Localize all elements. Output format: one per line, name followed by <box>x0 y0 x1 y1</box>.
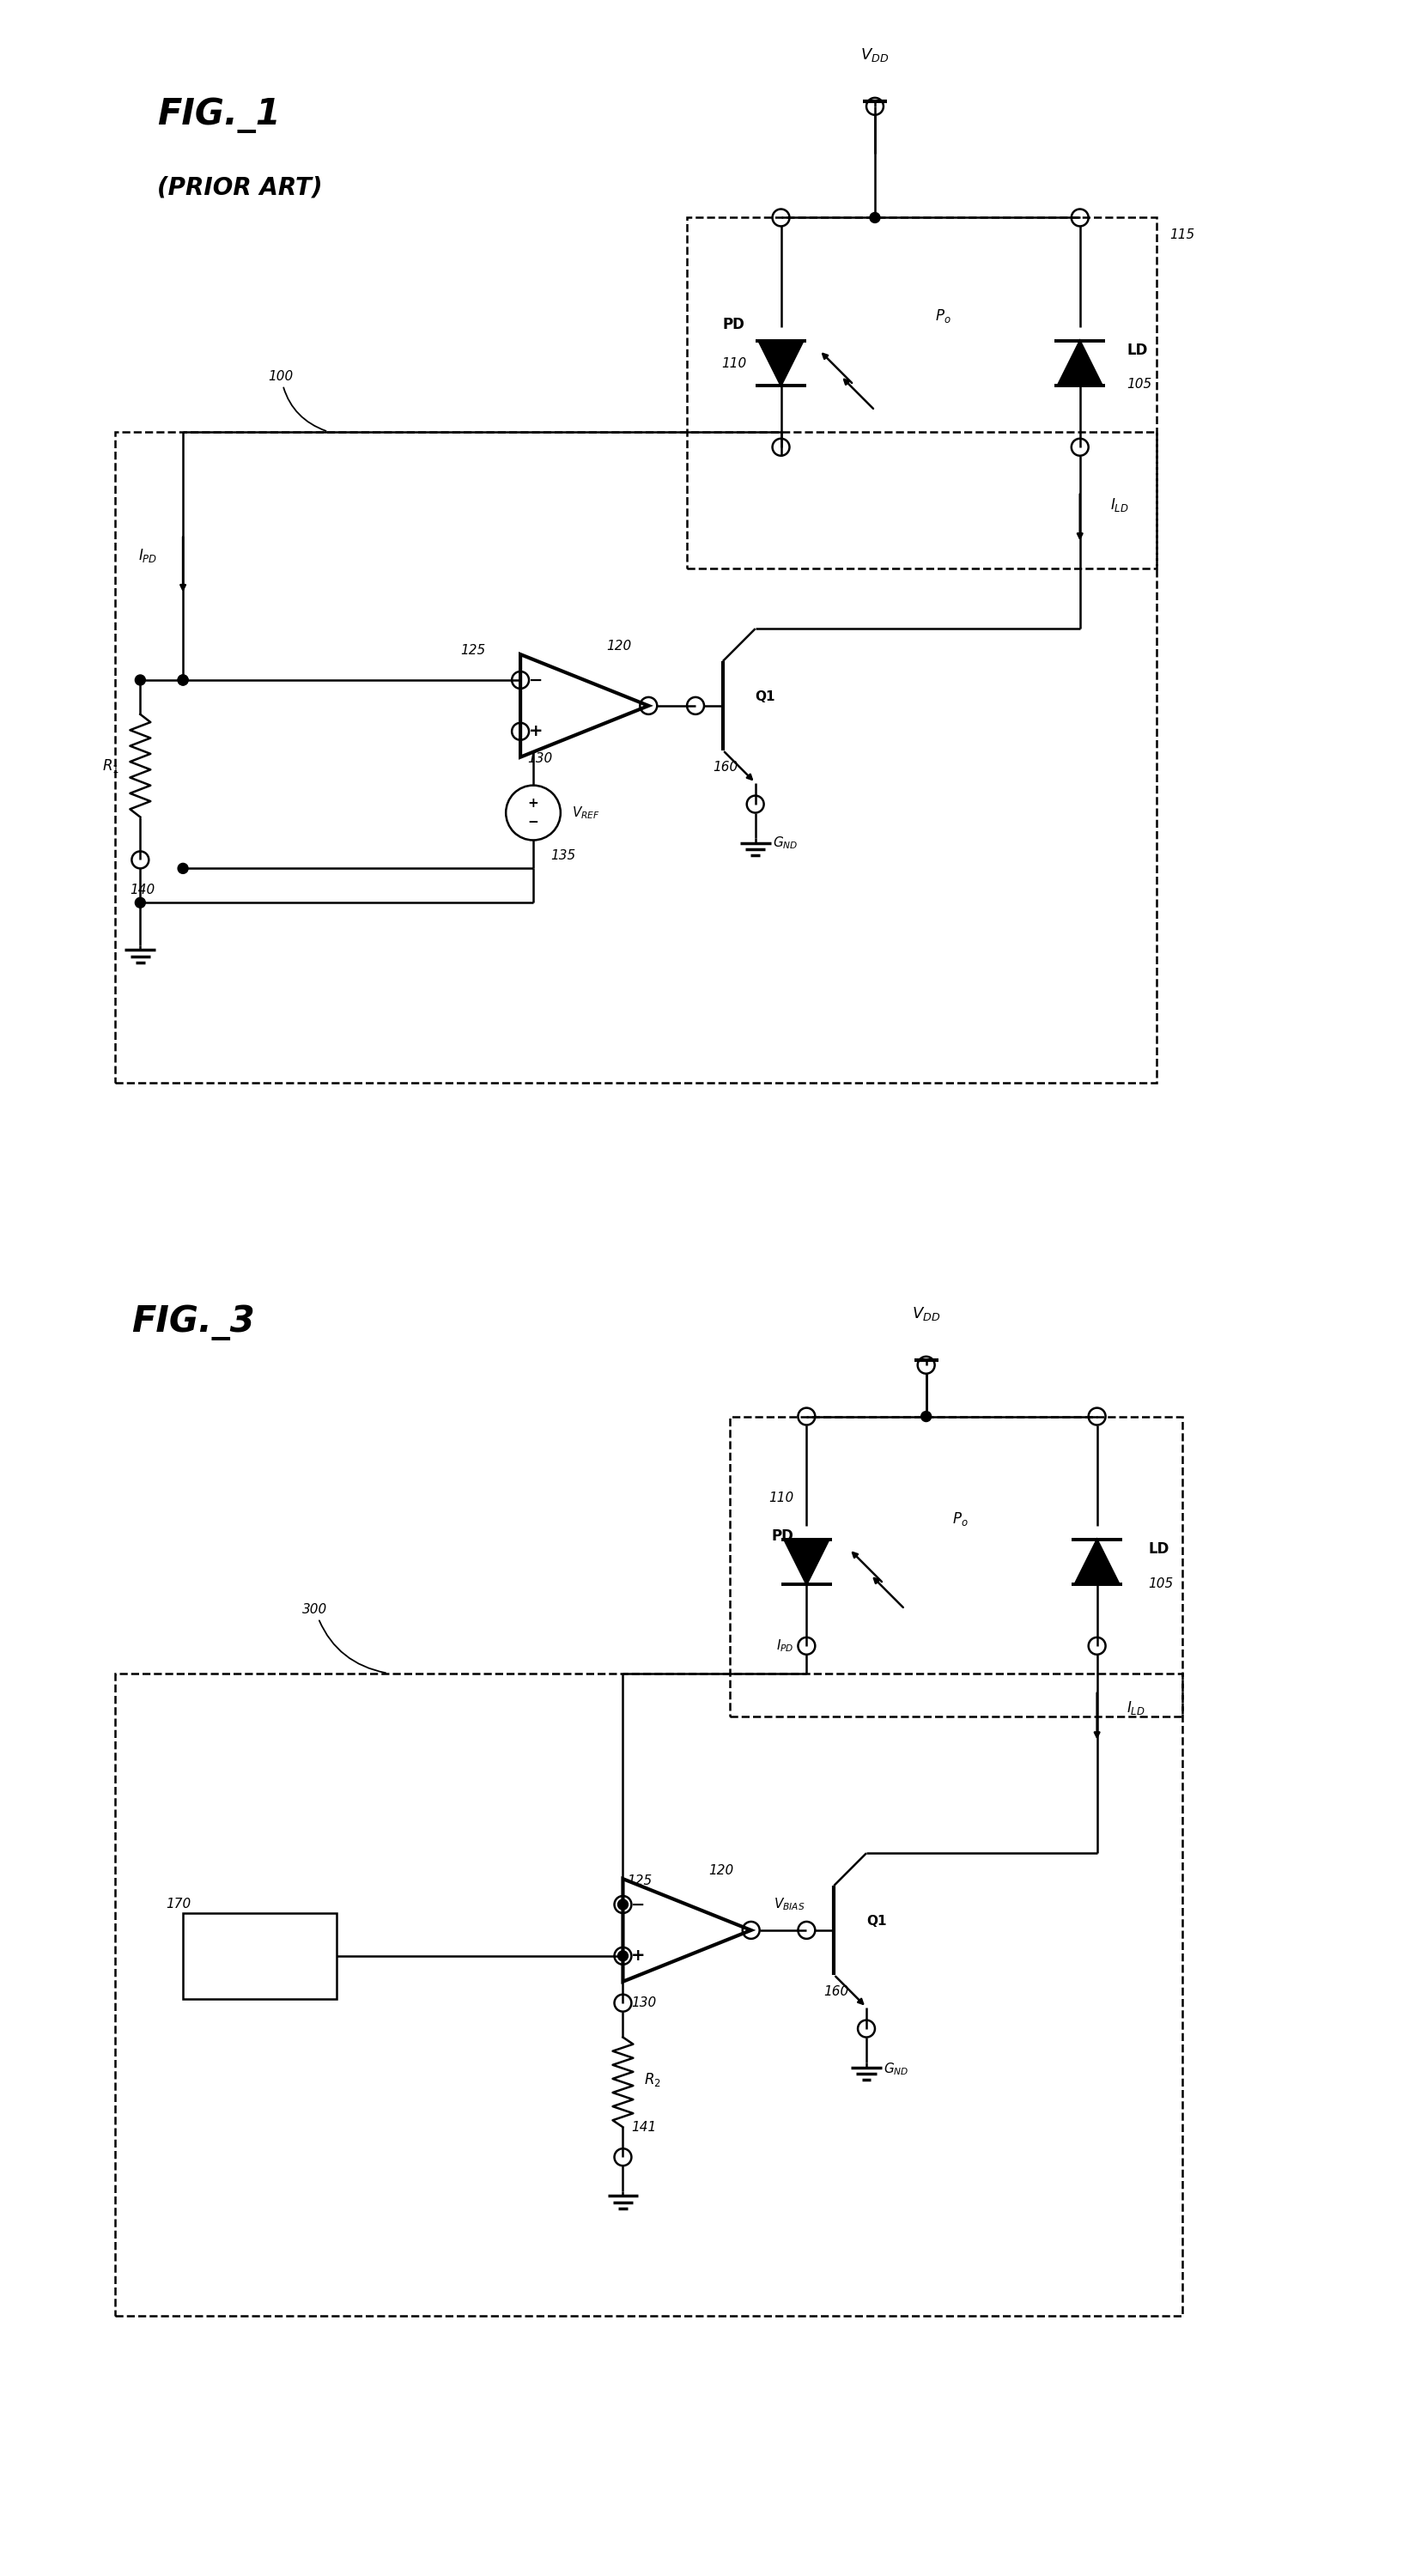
Text: DAC: DAC <box>241 1947 278 1963</box>
Text: 110: 110 <box>769 1492 794 1504</box>
Text: $V_{BIAS}$: $V_{BIAS}$ <box>774 1896 805 1911</box>
Circle shape <box>870 211 880 222</box>
Text: FIG._1: FIG._1 <box>157 98 281 134</box>
Text: 300: 300 <box>303 1602 386 1672</box>
Text: −: − <box>631 1896 645 1911</box>
Text: 110: 110 <box>721 358 746 371</box>
Circle shape <box>178 675 188 685</box>
Text: $V_{REF}$: $V_{REF}$ <box>571 804 600 822</box>
Text: $V_{FB}$: $V_{FB}$ <box>627 1904 648 1922</box>
Text: PD: PD <box>772 1528 794 1543</box>
Text: 105: 105 <box>1148 1577 1173 1589</box>
Circle shape <box>178 863 188 873</box>
Text: −: − <box>529 672 543 688</box>
Polygon shape <box>759 340 803 386</box>
Circle shape <box>617 1899 629 1909</box>
Text: 105: 105 <box>1127 379 1152 392</box>
Text: 125: 125 <box>627 1875 652 1888</box>
Text: $P_o$: $P_o$ <box>953 1510 968 1528</box>
Text: 135: 135 <box>550 850 575 863</box>
Text: +: + <box>529 724 543 739</box>
Text: 141: 141 <box>631 2120 657 2133</box>
Text: 125: 125 <box>460 644 485 657</box>
Circle shape <box>135 896 146 907</box>
Text: PD: PD <box>723 317 745 332</box>
Text: Q1: Q1 <box>867 1914 887 1927</box>
Text: $I_{PD}$: $I_{PD}$ <box>137 546 157 564</box>
Text: Q1: Q1 <box>755 690 776 703</box>
Text: $G_{ND}$: $G_{ND}$ <box>773 835 798 850</box>
Text: $I_{LD}$: $I_{LD}$ <box>1110 497 1128 513</box>
Text: $V_{DD}$: $V_{DD}$ <box>912 1306 940 1321</box>
Text: LD: LD <box>1127 343 1148 358</box>
Polygon shape <box>1075 1540 1120 1584</box>
Text: 130: 130 <box>631 1996 657 2009</box>
Polygon shape <box>1058 340 1103 386</box>
Circle shape <box>178 675 188 685</box>
Text: $R_2$: $R_2$ <box>644 2071 661 2089</box>
Text: +: + <box>528 796 539 809</box>
Text: $V_{FB}$: $V_{FB}$ <box>525 701 546 716</box>
Text: 170: 170 <box>166 1899 191 1911</box>
Text: $V_{DD}$: $V_{DD}$ <box>860 46 890 64</box>
Text: 140: 140 <box>130 884 156 896</box>
Polygon shape <box>784 1540 829 1584</box>
Text: $P_o$: $P_o$ <box>936 307 951 325</box>
Text: $I_{LD}$: $I_{LD}$ <box>1127 1700 1146 1716</box>
Bar <box>687 216 1157 569</box>
Text: 130: 130 <box>528 752 553 765</box>
Text: 120: 120 <box>709 1865 734 1878</box>
Text: $V_{DAC}$: $V_{DAC}$ <box>627 1955 658 1973</box>
Text: (PRIOR ART): (PRIOR ART) <box>157 175 323 201</box>
Polygon shape <box>521 654 648 757</box>
Text: 100: 100 <box>268 371 325 430</box>
Text: 120: 120 <box>606 639 631 652</box>
Text: +: + <box>631 1947 645 1963</box>
Circle shape <box>617 1950 629 1960</box>
Text: FIG._3: FIG._3 <box>132 1303 255 1340</box>
Text: −: − <box>528 817 539 829</box>
Bar <box>115 433 1157 1082</box>
Bar <box>182 1914 337 1999</box>
Bar <box>115 1674 1183 2316</box>
Bar <box>730 1417 1183 1716</box>
Text: $R_1$: $R_1$ <box>102 757 119 775</box>
Text: $I_{PD}$: $I_{PD}$ <box>776 1638 794 1654</box>
Text: $G_{ND}$: $G_{ND}$ <box>884 2061 909 2076</box>
Circle shape <box>920 1412 932 1422</box>
Text: 115: 115 <box>1170 229 1195 242</box>
Text: 160: 160 <box>713 760 738 773</box>
Polygon shape <box>623 1878 751 1981</box>
Circle shape <box>135 675 146 685</box>
Text: 160: 160 <box>824 1986 849 1999</box>
Text: LD: LD <box>1148 1540 1169 1556</box>
